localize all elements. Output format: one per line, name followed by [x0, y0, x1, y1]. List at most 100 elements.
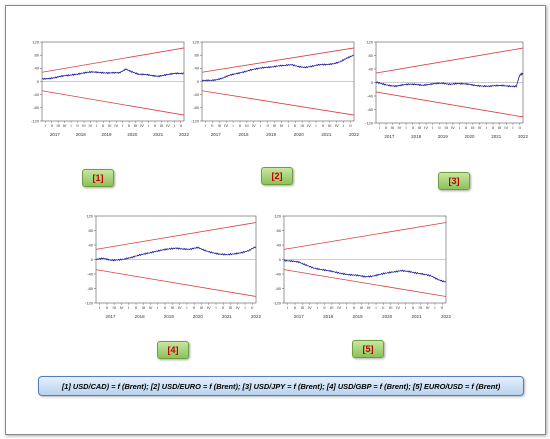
quarter-label: II [441, 305, 443, 310]
series-line [283, 259, 447, 283]
quarter-label: IV [367, 305, 371, 310]
quarter-label: II [106, 305, 108, 310]
quarter-label: II [164, 305, 166, 310]
y-tick-label: -120 [85, 300, 94, 305]
quarter-label: III [471, 125, 474, 130]
quarter-label: I [432, 125, 433, 130]
quarter-label: II [412, 305, 414, 310]
y-tick-label: 40 [277, 242, 282, 247]
year-label: 2018 [135, 314, 146, 319]
year-label: 2022 [518, 134, 529, 139]
quarter-label: II [135, 305, 137, 310]
quarter-label: IV [140, 123, 144, 128]
quarter-label: III [229, 305, 232, 310]
year-label: 2022 [441, 314, 452, 319]
quarter-label: IV [335, 123, 339, 128]
quarter-label: II [349, 123, 351, 128]
year-label: 2019 [438, 134, 449, 139]
y-tick-label: -80 [193, 105, 200, 110]
quarter-label: I [288, 123, 289, 128]
upper-bound-line [201, 47, 355, 73]
y-tick-label: 0 [197, 79, 200, 84]
quarter-label: II [382, 305, 384, 310]
label-box-5: [5] [352, 340, 384, 358]
quarter-label: I [215, 305, 216, 310]
year-label: 2017 [50, 132, 61, 137]
y-tick-label: 0 [371, 80, 374, 85]
y-tick-label: 80 [277, 228, 282, 233]
series-line [375, 72, 524, 88]
y-tick-label: -40 [87, 271, 94, 276]
quarter-label: III [301, 123, 304, 128]
quarter-label: III [134, 123, 137, 128]
year-label: 2021 [412, 314, 423, 319]
quarter-label: I [148, 123, 149, 128]
year-label: 2018 [238, 132, 249, 137]
upper-bound-line [95, 222, 257, 250]
quarter-label: IV [478, 125, 482, 130]
label-box-4: [4] [157, 341, 189, 359]
y-tick-label: 0 [37, 79, 40, 84]
quarter-label: IV [63, 123, 67, 128]
quarter-label: I [375, 305, 376, 310]
year-label: 2019 [164, 314, 175, 319]
year-label: 2022 [179, 132, 190, 137]
lower-bound-line [375, 91, 524, 118]
quarter-label: II [519, 125, 521, 130]
y-tick-label: -80 [87, 286, 94, 291]
y-tick-label: -120 [31, 118, 40, 123]
quarter-label: IV [149, 305, 153, 310]
quarter-label: I [406, 125, 407, 130]
year-label: 2022 [251, 314, 262, 319]
y-tick-label: 40 [195, 66, 200, 71]
year-label: 2022 [349, 132, 360, 137]
quarter-label: III [418, 125, 421, 130]
quarter-label: III [301, 305, 304, 310]
quarter-label: II [128, 123, 130, 128]
quarter-label: I [122, 123, 123, 128]
quarter-label: III [108, 123, 111, 128]
quarter-label: I [317, 305, 318, 310]
quarter-label: III [200, 305, 203, 310]
quarter-label: IV [397, 125, 401, 130]
year-label: 2017 [384, 134, 395, 139]
quarter-label: I [233, 123, 234, 128]
y-tick-label: 40 [89, 242, 94, 247]
year-label: 2021 [153, 132, 164, 137]
quarter-label: IV [308, 305, 312, 310]
quarter-label: II [251, 305, 253, 310]
figure-caption: [1] USD/CAD) = f (Brent); [2] USD/EURO =… [38, 376, 524, 396]
series-line [41, 68, 185, 81]
lower-bound-line [283, 269, 447, 297]
quarter-label: I [157, 305, 158, 310]
quarter-label: IV [236, 305, 240, 310]
quarter-label: IV [280, 123, 284, 128]
y-tick-label: 120 [192, 39, 199, 44]
series-line [95, 246, 257, 262]
year-label: 2017 [211, 132, 222, 137]
y-tick-label: 80 [89, 228, 94, 233]
quarter-label: I [45, 123, 46, 128]
quarter-label: II [438, 125, 440, 130]
quarter-label: IV [178, 305, 182, 310]
quarter-label: III [273, 123, 276, 128]
quarter-label: II [465, 125, 467, 130]
quarter-label: IV [337, 305, 341, 310]
upper-bound-line [283, 222, 447, 250]
quarter-label: III [389, 305, 392, 310]
y-tick-label: 40 [369, 66, 374, 71]
quarter-label: II [76, 123, 78, 128]
quarter-label: III [391, 125, 394, 130]
quarter-label: IV [207, 305, 211, 310]
quarter-label: IV [120, 305, 124, 310]
y-tick-label: -120 [191, 118, 200, 123]
quarter-label: I [70, 123, 71, 128]
quarter-label: III [419, 305, 422, 310]
quarter-label: I [96, 123, 97, 128]
quarter-label: II [51, 123, 53, 128]
quarter-label: III [56, 123, 59, 128]
quarter-label: I [346, 305, 347, 310]
y-tick-label: -40 [367, 93, 374, 98]
